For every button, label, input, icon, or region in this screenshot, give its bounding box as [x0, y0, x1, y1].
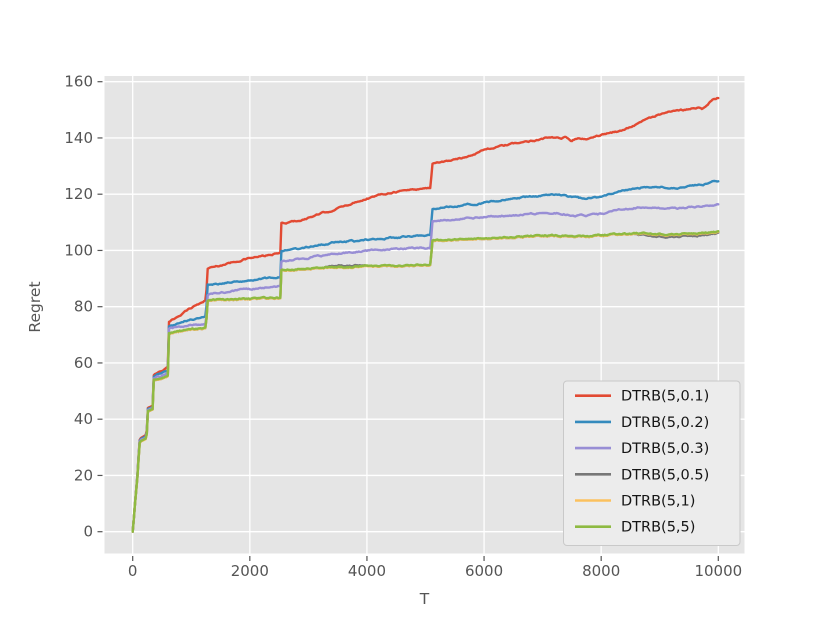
y-tick-label-0: 0 [83, 523, 93, 541]
x-tick-label-8000: 8000 [582, 562, 620, 580]
y-tick-labels: 0 20 40 60 80 100 120 140 160 [64, 73, 93, 541]
x-tick-label-0: 0 [128, 562, 138, 580]
series-line-dtrb-5-5- [131, 230, 720, 533]
y-tick-label-160: 160 [64, 73, 93, 91]
legend-label-dtrb-5-5-: DTRB(5,5) [621, 520, 695, 536]
legend-label-dtrb-5-0.1-: DTRB(5,0.1) [621, 389, 709, 405]
y-tick-label-60: 60 [74, 354, 93, 372]
y-tick-label-120: 120 [64, 185, 93, 203]
y-tick-label-80: 80 [74, 298, 93, 316]
legend: DTRB(5,0.1) DTRB(5,0.2) DTRB(5,0.3) DTRB(5,… [563, 380, 741, 546]
y-axis-label: Regret [26, 281, 44, 332]
series-line-dtrb-5-0.3- [131, 203, 720, 533]
x-tick-label-4000: 4000 [348, 562, 386, 580]
x-tick-label-2000: 2000 [231, 562, 269, 580]
series-line-dtrb-5-0.1- [131, 96, 720, 533]
y-tick-label-140: 140 [64, 129, 93, 147]
x-tick-label-10000: 10000 [694, 562, 742, 580]
legend-label-dtrb-5-1-: DTRB(5,1) [621, 494, 695, 510]
x-tick-label-6000: 6000 [465, 562, 503, 580]
y-tick-label-100: 100 [64, 241, 93, 259]
tick-marks [97, 81, 719, 561]
series-line-dtrb-5-0.2- [131, 179, 720, 533]
legend-label-dtrb-5-0.2-: DTRB(5,0.2) [621, 415, 709, 431]
legend-label-dtrb-5-0.5-: DTRB(5,0.5) [621, 467, 709, 483]
legend-label-dtrb-5-0.3-: DTRB(5,0.3) [621, 441, 709, 457]
x-tick-labels: 0 2000 4000 6000 8000 10000 [128, 562, 742, 580]
y-tick-label-40: 40 [74, 410, 93, 428]
series-lines [131, 96, 720, 533]
y-tick-label-20: 20 [74, 466, 93, 484]
x-axis-label: T [419, 590, 430, 608]
